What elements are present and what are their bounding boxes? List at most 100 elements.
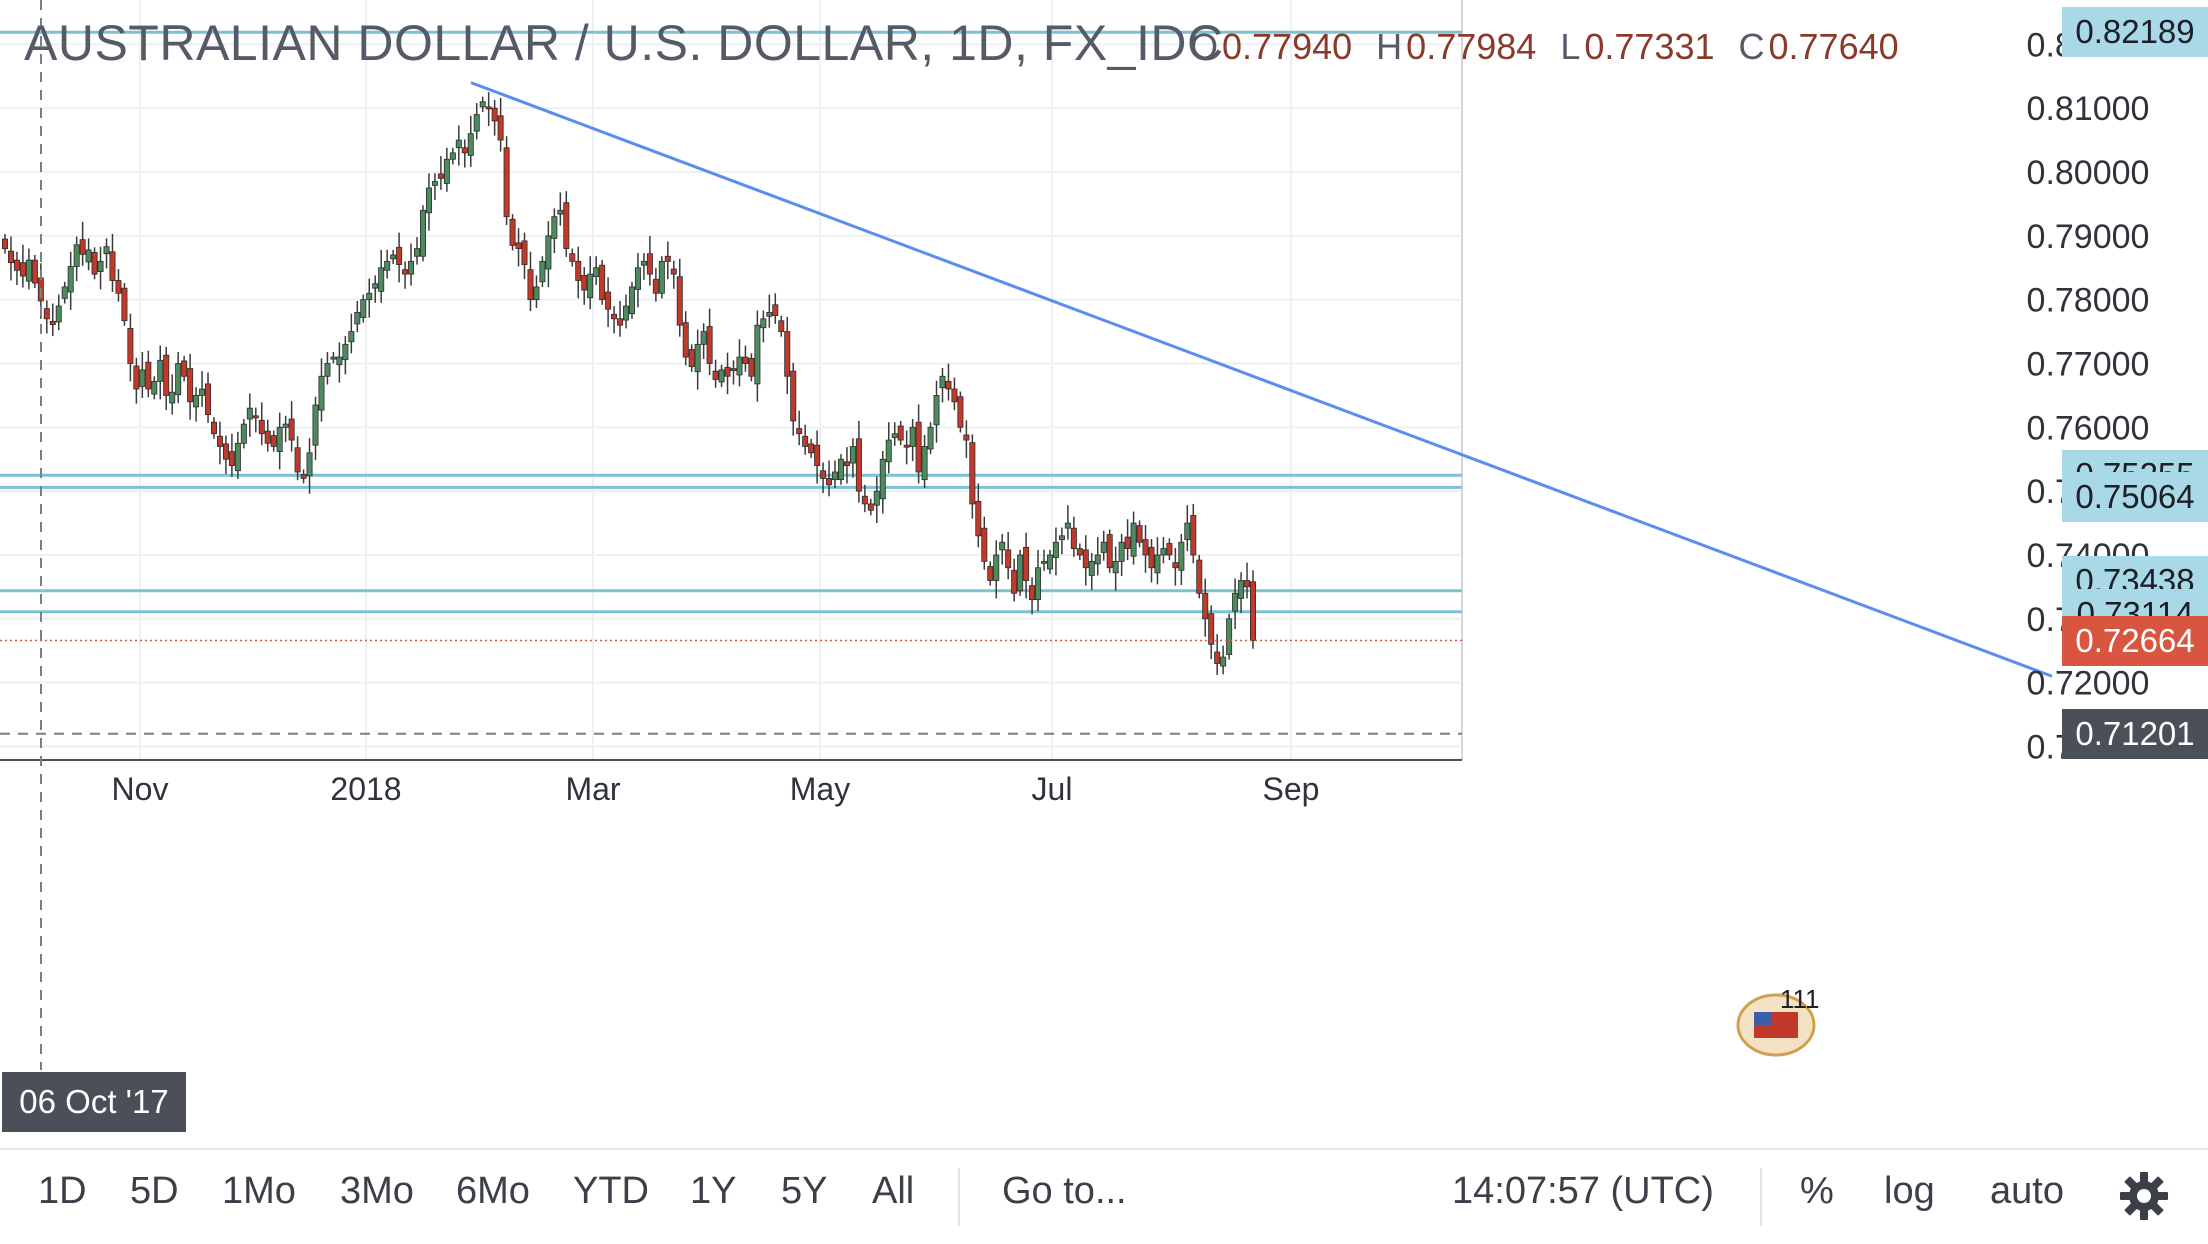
candle bbox=[151, 376, 158, 400]
candle bbox=[730, 360, 737, 385]
close-value: 0.77640 bbox=[1768, 26, 1899, 67]
candle-body bbox=[1226, 618, 1233, 655]
candle bbox=[676, 258, 683, 337]
range-3mo-button[interactable]: 3Mo bbox=[340, 1170, 414, 1212]
candle bbox=[581, 267, 588, 305]
candle-body bbox=[1124, 536, 1131, 549]
candle-body bbox=[1106, 534, 1113, 569]
range-ytd-button[interactable]: YTD bbox=[573, 1170, 649, 1212]
candle-body bbox=[748, 357, 755, 377]
candle-body bbox=[790, 370, 797, 422]
candle bbox=[599, 260, 606, 305]
candle bbox=[515, 228, 522, 267]
candle-body bbox=[1052, 541, 1059, 558]
candle bbox=[199, 371, 206, 407]
candle-body bbox=[1184, 522, 1191, 541]
candle-body bbox=[581, 275, 588, 291]
range-1d-button[interactable]: 1D bbox=[38, 1170, 87, 1212]
candle-body bbox=[437, 173, 444, 179]
candle-body bbox=[718, 369, 725, 383]
candle-body bbox=[205, 383, 212, 415]
candle bbox=[384, 249, 391, 279]
open-value: 0.77940 bbox=[1222, 26, 1353, 67]
candle bbox=[843, 447, 850, 484]
candle-body bbox=[396, 246, 403, 265]
candle-body bbox=[933, 395, 940, 426]
candle-body bbox=[742, 356, 749, 364]
candle-body bbox=[509, 218, 516, 246]
log-scale-button[interactable]: log bbox=[1884, 1170, 1935, 1212]
range-5y-button[interactable]: 5Y bbox=[781, 1170, 828, 1212]
range-1y-button[interactable]: 1Y bbox=[690, 1170, 737, 1212]
candle-body bbox=[234, 442, 241, 472]
candle-body bbox=[1041, 560, 1048, 564]
candle bbox=[372, 275, 379, 303]
candle bbox=[115, 269, 122, 302]
candle-body bbox=[13, 259, 20, 271]
candle bbox=[927, 422, 934, 455]
auto-scale-button[interactable]: auto bbox=[1990, 1170, 2064, 1212]
candle-body bbox=[587, 273, 594, 299]
candle bbox=[258, 402, 265, 446]
candle bbox=[1023, 532, 1030, 599]
price-tick-label: 0.78000 bbox=[2027, 282, 2150, 320]
candle bbox=[497, 97, 504, 152]
range-6mo-button[interactable]: 6Mo bbox=[456, 1170, 530, 1212]
candle-body bbox=[915, 421, 922, 473]
candle bbox=[837, 454, 844, 485]
candle-body bbox=[228, 451, 235, 467]
candle-body bbox=[473, 114, 480, 132]
candle bbox=[999, 533, 1006, 565]
candle-body bbox=[640, 260, 647, 266]
candle bbox=[628, 281, 635, 319]
percent-scale-button[interactable]: % bbox=[1800, 1170, 1834, 1212]
candle bbox=[276, 412, 283, 470]
candle bbox=[270, 430, 277, 452]
candle-body bbox=[414, 248, 421, 257]
candle bbox=[61, 281, 68, 304]
candle-body bbox=[1214, 651, 1221, 664]
toolbar-divider bbox=[1760, 1168, 1762, 1226]
logo-flag-canton bbox=[1754, 1012, 1772, 1025]
candle bbox=[85, 238, 92, 271]
candle bbox=[724, 352, 731, 395]
range-all-button[interactable]: All bbox=[872, 1170, 915, 1212]
price-tick-label: 0.81000 bbox=[2027, 90, 2150, 128]
candle bbox=[820, 462, 827, 494]
candle bbox=[796, 410, 803, 446]
candle bbox=[1052, 527, 1059, 576]
last-price-tag: 0.72664 bbox=[2062, 615, 2208, 666]
chart-overlays: 111 bbox=[0, 0, 2053, 1070]
downtrend-line bbox=[470, 81, 2053, 678]
candle bbox=[1005, 532, 1012, 580]
candle-body bbox=[808, 443, 815, 454]
candle-body bbox=[897, 425, 904, 441]
candle-body bbox=[425, 187, 432, 214]
candle bbox=[670, 260, 677, 289]
candle-body bbox=[43, 308, 50, 320]
candle bbox=[73, 236, 80, 282]
candle bbox=[1076, 543, 1083, 561]
gear-icon[interactable] bbox=[2118, 1170, 2170, 1222]
candle bbox=[437, 156, 444, 190]
candle-body bbox=[784, 331, 791, 377]
ohlc-readout: O 0.77940 H 0.77984 L 0.77331 C 0.77640 bbox=[1176, 26, 1899, 68]
candle bbox=[849, 438, 856, 478]
candle-body bbox=[1094, 554, 1101, 565]
range-5d-button[interactable]: 5D bbox=[130, 1170, 179, 1212]
candle bbox=[145, 350, 152, 398]
go-to-date-button[interactable]: Go to... bbox=[1002, 1170, 1127, 1212]
candle bbox=[832, 460, 839, 488]
candle bbox=[1220, 645, 1227, 675]
candle bbox=[402, 261, 409, 289]
candle-body bbox=[467, 133, 474, 156]
price-tick-label: 0.79000 bbox=[2027, 218, 2150, 256]
date-tick-label: 2018 bbox=[330, 771, 401, 807]
candle bbox=[1094, 537, 1101, 576]
candle bbox=[55, 294, 62, 331]
range-1mo-button[interactable]: 1Mo bbox=[222, 1170, 296, 1212]
candle bbox=[903, 430, 910, 465]
candle-body bbox=[222, 443, 229, 460]
candle-body bbox=[772, 304, 779, 317]
